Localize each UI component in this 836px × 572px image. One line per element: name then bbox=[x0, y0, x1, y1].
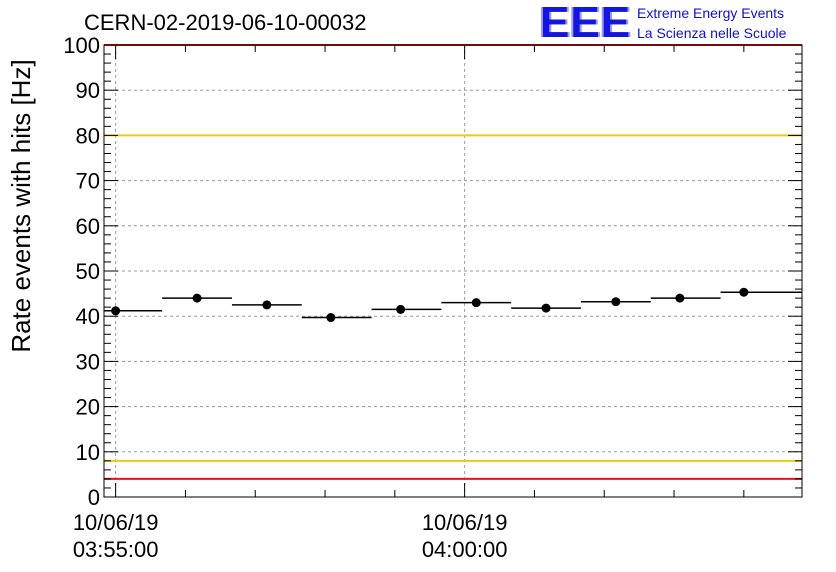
y-tick-label: 100 bbox=[63, 33, 100, 58]
data-point bbox=[262, 300, 272, 310]
y-tick-label: 90 bbox=[76, 78, 100, 103]
y-tick-label: 60 bbox=[76, 214, 100, 239]
logo-line-1: Extreme Energy Events bbox=[637, 5, 785, 21]
data-point bbox=[611, 297, 621, 307]
eee-logo: EEE Extreme Energy Events La Scienza nel… bbox=[540, 0, 830, 48]
data-point bbox=[111, 306, 121, 316]
data-point bbox=[326, 313, 336, 323]
axes bbox=[103, 44, 803, 498]
y-tick-label: 70 bbox=[76, 169, 100, 194]
chart-title: CERN-02-2019-06-10-00032 bbox=[84, 10, 367, 35]
data-point bbox=[739, 287, 749, 297]
y-tick-label: 80 bbox=[76, 123, 100, 148]
data-point bbox=[192, 293, 202, 303]
x-tick-time-label: 03:55:00 bbox=[73, 537, 159, 562]
y-tick-label: 40 bbox=[76, 304, 100, 329]
y-tick-label: 30 bbox=[76, 349, 100, 374]
y-axis-label: Rate events with hits [Hz] bbox=[6, 59, 36, 352]
x-tick-date-label: 10/06/19 bbox=[422, 510, 508, 535]
data-points bbox=[104, 287, 802, 323]
data-point bbox=[396, 304, 406, 314]
y-tick-label: 0 bbox=[88, 485, 100, 510]
x-tick-time-label: 04:00:00 bbox=[422, 537, 508, 562]
y-tick-label: 50 bbox=[76, 259, 100, 284]
axis-labels: Rate events with hits [Hz] 0 10 20 30 40 50 60… bbox=[6, 33, 507, 562]
logo-line-2: La Scienza nelle Scuole bbox=[637, 25, 787, 41]
y-tick-label: 10 bbox=[76, 440, 100, 465]
x-tick-date-label: 10/06/19 bbox=[73, 510, 159, 535]
data-point bbox=[541, 303, 551, 313]
reference-lines bbox=[104, 44, 802, 480]
eee-logo-mark: EEE bbox=[540, 0, 632, 47]
y-tick-label: 20 bbox=[76, 395, 100, 420]
grid bbox=[104, 45, 802, 497]
data-point bbox=[471, 298, 481, 308]
data-point bbox=[675, 293, 685, 303]
